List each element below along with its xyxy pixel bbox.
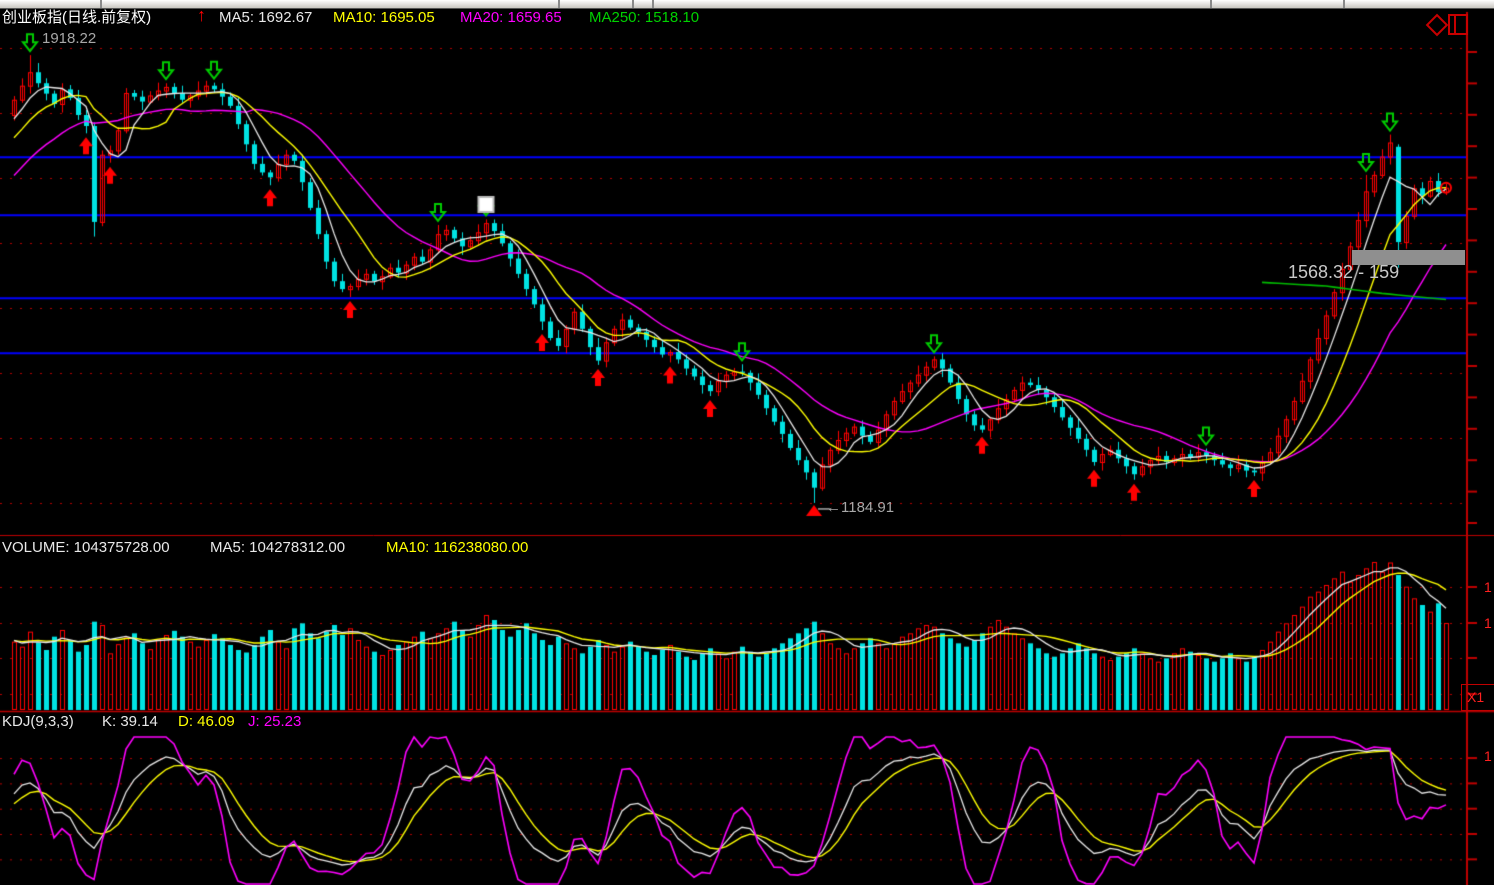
split-divider — [1454, 16, 1456, 33]
volume-value-label: VOLUME: 104375728.00 — [2, 539, 170, 556]
instrument-title: 创业板指(日线.前复权) — [2, 9, 152, 26]
volume-axis-tick-label: 1 — [1484, 615, 1492, 631]
kdj-indicator-title: KDJ(9,3,3) — [2, 713, 74, 730]
ma10-value-label: MA10: 1695.05 — [333, 9, 435, 26]
price-range-tooltip: 1568.32 - 159 — [1288, 262, 1400, 282]
kdj-j-label: J: 25.23 — [248, 713, 302, 730]
kdj-d-label: D: 46.09 — [178, 713, 235, 730]
price-band-box — [1352, 250, 1465, 265]
volume-ma5-label: MA5: 104278312.00 — [210, 539, 346, 556]
ma5-value-label: MA5: 1692.67 — [219, 9, 313, 26]
ma250-value-label: MA250: 1518.10 — [589, 9, 700, 26]
trend-up-arrow-icon: ↑ — [197, 5, 206, 25]
kdj-axis-tick-label: 1 — [1484, 748, 1492, 764]
kdj-k-label: K: 39.14 — [102, 713, 158, 730]
ma20-value-label: MA20: 1659.65 — [460, 9, 562, 26]
period-low-label: ←1184.91 — [826, 499, 895, 516]
volume-axis-tick-label: 1 — [1484, 579, 1492, 595]
volume-ma10-label: MA10: 116238080.00 — [386, 539, 529, 556]
period-high-label: 1918.22 — [42, 30, 97, 47]
split-window-icon[interactable] — [1448, 14, 1468, 35]
volume-scale-badge: X1 — [1461, 684, 1494, 711]
